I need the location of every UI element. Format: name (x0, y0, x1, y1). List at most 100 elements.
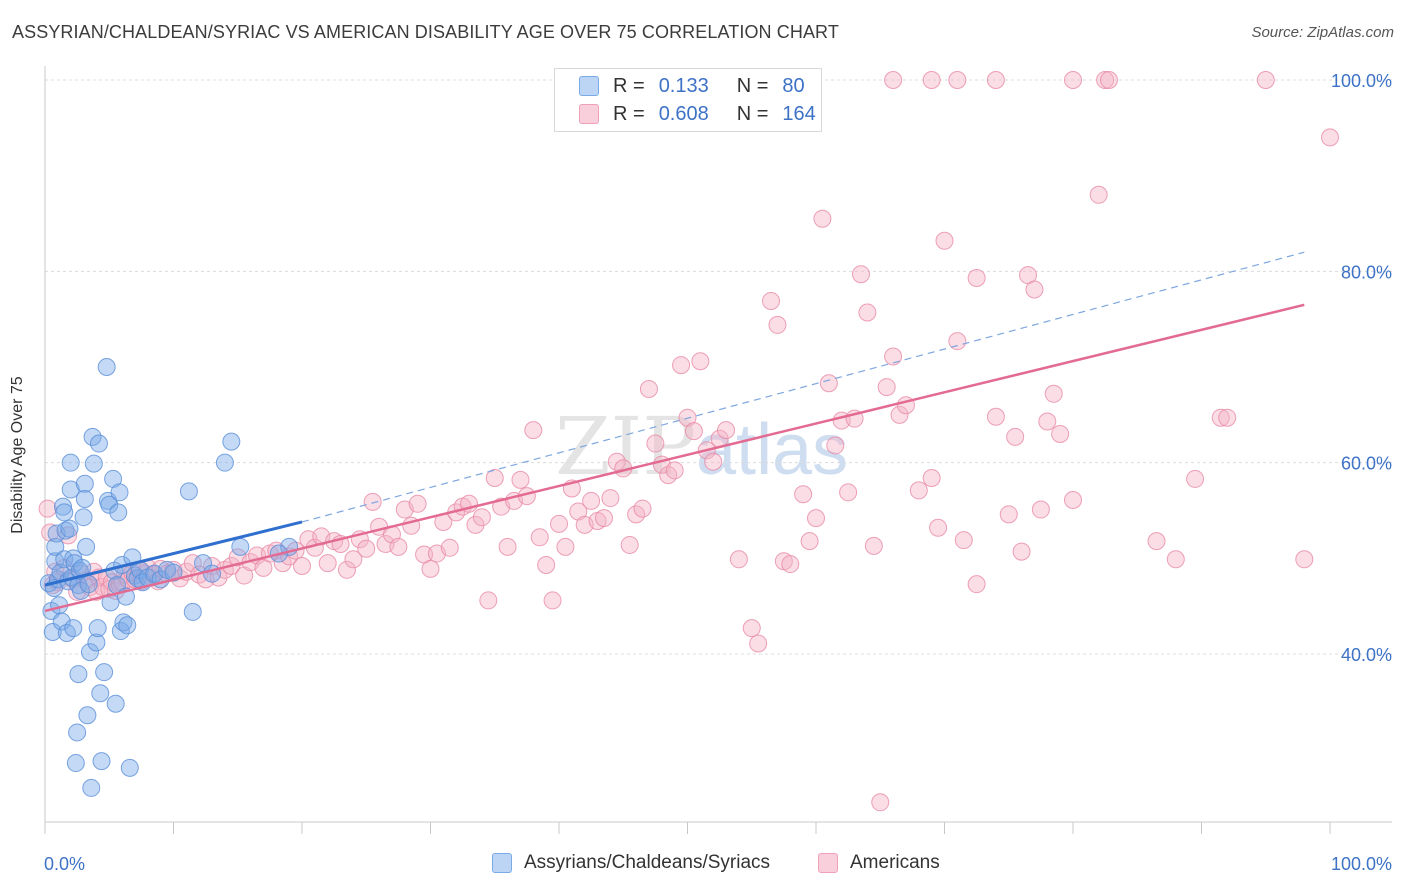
americans-point (485, 468, 504, 487)
americans-point (922, 71, 941, 89)
americans-point (38, 499, 57, 518)
stats-legend: R = 0.133 N = 80 R = 0.608 N = 164 (554, 68, 822, 132)
assyrians-point (69, 665, 88, 684)
n-label: N = (736, 102, 769, 125)
americans-point (639, 380, 658, 399)
assyrians-point (80, 643, 99, 662)
assyrians-trend-extension (301, 251, 1305, 523)
americans-point (1051, 424, 1070, 443)
americans-point (691, 352, 710, 371)
americans-point (929, 518, 948, 537)
americans-point (408, 494, 427, 513)
americans-point (633, 499, 652, 518)
assyrians-point (68, 723, 87, 742)
assyrians-point (53, 497, 72, 516)
americans-point (909, 481, 928, 500)
assyrians-point (83, 427, 102, 446)
americans-point (672, 356, 691, 375)
americans-point (762, 291, 781, 310)
americans-point (781, 555, 800, 574)
americans-point (1099, 71, 1118, 89)
americans-point (986, 407, 1005, 426)
americans-point (807, 509, 825, 528)
americans-point (582, 491, 601, 510)
americans-point (273, 554, 292, 573)
americans-point (1256, 71, 1275, 89)
assyrians-point (179, 482, 198, 501)
americans-point (800, 532, 819, 551)
americans-point (813, 209, 832, 228)
americans-swatch (579, 104, 599, 124)
legend-item-assyrians[interactable]: Assyrians/Chaldeans/Syriacs (492, 852, 770, 874)
americans-point (607, 452, 626, 471)
americans-point (1064, 490, 1082, 509)
assyrians-point (79, 575, 98, 594)
americans-point (59, 526, 78, 545)
assyrians-swatch (579, 76, 599, 96)
n-label: N = (736, 74, 769, 97)
assyrians-point (97, 358, 116, 376)
americans-point (1044, 384, 1063, 403)
assyrians-point (55, 503, 74, 522)
x-tick-label: 0.0% (44, 854, 85, 874)
americans-point (498, 537, 517, 556)
assyrians-point (118, 616, 137, 635)
americans-point (466, 515, 485, 534)
americans-point (871, 793, 890, 812)
americans-point (344, 550, 363, 569)
americans-point (594, 509, 613, 528)
assyrians-point (61, 453, 80, 472)
americans-point (337, 560, 356, 579)
americans-point (922, 468, 941, 487)
americans-point (646, 434, 665, 453)
assyrians-point (75, 490, 94, 509)
y-tick-label: 40.0% (1341, 645, 1392, 665)
americans-point (935, 231, 954, 250)
americans-point (1295, 550, 1314, 569)
assyrians-point (64, 619, 83, 638)
americans-point (293, 556, 311, 575)
americans-point (511, 470, 530, 489)
americans-point (479, 591, 498, 610)
assyrians-point (66, 754, 85, 773)
legend-item-americans[interactable]: Americans (818, 852, 940, 874)
americans-point (749, 634, 768, 653)
americans-point (41, 523, 60, 542)
assyrians-point (88, 619, 107, 638)
americans-point (1186, 469, 1205, 488)
americans-point (550, 514, 568, 533)
assyrians-trend-line (44, 520, 303, 587)
r-label: R = (613, 102, 645, 125)
r-label: R = (613, 74, 645, 97)
assyrians-point (183, 602, 202, 621)
americans-trend-line (44, 303, 1305, 613)
assyrians-point (222, 432, 241, 451)
r-value: 0.608 (658, 102, 709, 125)
legend-label-assyrians: Assyrians/Chaldeans/Syriacs (524, 852, 771, 873)
americans-point (1025, 280, 1044, 299)
americans-point (967, 575, 986, 594)
americans-point (890, 405, 909, 424)
assyrians-point (106, 694, 125, 713)
assyrians-point (77, 537, 96, 556)
legend-label-americans: Americans (850, 852, 940, 873)
americans-point (851, 265, 870, 284)
americans-point (1218, 408, 1237, 427)
americans-point (389, 537, 408, 556)
americans-point (1321, 128, 1339, 147)
americans-point (1031, 500, 1050, 519)
assyrians-point (109, 503, 128, 522)
americans-point (967, 269, 986, 288)
n-value: 80 (782, 74, 805, 97)
assyrians-point (46, 537, 65, 556)
americans-point (556, 537, 575, 556)
americans-point (742, 619, 761, 638)
assyrians-point (100, 495, 119, 514)
americans-point (1211, 408, 1230, 427)
y-tick-label: 100.0% (1331, 71, 1392, 91)
americans-point (421, 559, 440, 578)
assyrians-point (43, 622, 62, 641)
americans-point (717, 421, 736, 440)
americans-point (794, 485, 813, 504)
americans-point (948, 332, 967, 351)
